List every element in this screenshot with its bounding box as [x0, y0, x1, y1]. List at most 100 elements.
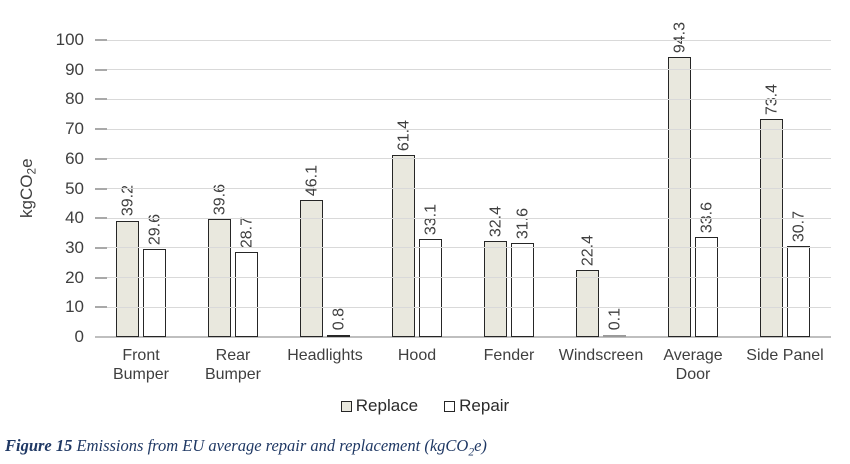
legend-item-repair: Repair — [444, 396, 509, 416]
value-label: 46.1 — [303, 164, 320, 197]
bar-replace: 73.4 — [760, 84, 783, 337]
bar-replace: 39.6 — [208, 184, 231, 337]
value-label: 33.1 — [422, 203, 439, 235]
bar-replace: 46.1 — [300, 165, 323, 337]
category-label: Rear Bumper — [187, 346, 279, 384]
category-label-line: Headlights — [287, 347, 363, 364]
y-tick-label: 0 — [74, 327, 84, 346]
bar-replace: 32.4 — [484, 206, 507, 337]
y-tick-label: 40 — [65, 208, 84, 228]
y-tick-mark — [95, 306, 107, 309]
figure-caption-sub: 2 — [468, 446, 475, 459]
gridline — [95, 277, 831, 279]
y-tick-label: 30 — [65, 237, 84, 257]
bar-group: 61.4 33.1 — [371, 40, 463, 337]
legend-swatch-repair — [444, 400, 456, 412]
value-label: 39.2 — [119, 185, 136, 217]
bar-group: 22.4 0.1 — [555, 40, 647, 337]
bar-repair: 29.6 — [143, 214, 166, 337]
y-tick-mark — [95, 98, 107, 101]
figure-caption-tail: e) — [474, 436, 487, 455]
figure-caption-body: Emissions from EU average repair and rep… — [72, 436, 469, 455]
bar-repair: 30.7 — [787, 211, 810, 337]
value-label: 61.4 — [395, 119, 412, 151]
figure-caption-label: Figure 15 — [5, 436, 73, 455]
y-tick-label: 60 — [65, 148, 84, 168]
category-label-line: Bumper — [204, 366, 262, 383]
bar-group: 46.1 0.8 — [279, 40, 371, 337]
bar-group: 32.4 31.6 — [463, 40, 555, 337]
gridline — [95, 69, 831, 71]
gridline — [95, 217, 831, 219]
bar-repair: 33.6 — [695, 202, 718, 337]
value-label: 94.3 — [671, 21, 688, 53]
y-tick-label: 20 — [65, 267, 84, 287]
y-tick-mark — [95, 157, 107, 160]
category-label-line: Fender — [483, 347, 535, 364]
y-tick-label: 50 — [65, 178, 84, 198]
x-axis-labels: Front Bumper Rear Bumper Headlights Hood Fende… — [95, 346, 831, 384]
value-label: 28.7 — [238, 216, 255, 248]
legend-label-replace: Replace — [355, 396, 419, 415]
category-label: Fender — [463, 346, 555, 384]
y-tick-label: 90 — [65, 59, 84, 79]
bar-replace: 39.2 — [116, 185, 139, 337]
category-label: Average Door — [647, 346, 739, 384]
legend: Replace Repair — [0, 396, 850, 416]
y-tick-mark — [95, 68, 107, 71]
value-label: 0.1 — [606, 307, 623, 330]
gridline — [95, 158, 831, 160]
category-label: Headlights — [279, 346, 371, 384]
value-label: 0.8 — [330, 308, 347, 331]
legend-swatch-replace — [340, 400, 352, 412]
category-label: Side Panel — [739, 346, 831, 384]
bar-repair: 28.7 — [235, 217, 258, 337]
category-label: Front Bumper — [95, 346, 187, 384]
gridline — [95, 39, 831, 41]
value-label: 32.4 — [487, 205, 504, 237]
gridline — [95, 98, 831, 100]
gridline — [95, 128, 831, 130]
y-tick-mark — [95, 39, 107, 41]
gridline — [95, 188, 831, 189]
category-label-line: Average — [663, 347, 723, 364]
bar-group: 94.3 33.6 — [647, 22, 739, 337]
category-label-line: Door — [675, 366, 711, 383]
category-label-line: Bumper — [112, 366, 170, 383]
plot-area: 39.2 29.6 39.6 28.7 46.1 0.8 61.4 33.1 32.4 31.6 2… — [95, 22, 831, 338]
bar-repair: 31.6 — [511, 208, 534, 337]
y-tick-mark — [95, 276, 107, 279]
y-tick-label: 70 — [65, 119, 84, 139]
category-label-line: Hood — [397, 347, 437, 364]
value-label: 22.4 — [579, 235, 596, 267]
y-tick-label: 100 — [55, 30, 84, 49]
category-label-line: Rear — [215, 347, 251, 364]
y-axis-title-sub: 2 — [24, 168, 39, 175]
category-label: Windscreen — [555, 346, 647, 384]
legend-label-repair: Repair — [459, 396, 510, 415]
gridline — [95, 306, 831, 308]
bar-repair: 33.1 — [419, 204, 442, 337]
bar-replace: 22.4 — [576, 235, 599, 337]
y-tick-mark — [95, 187, 107, 190]
bar-group: 73.4 30.7 — [739, 40, 831, 337]
y-tick-mark — [95, 246, 107, 249]
bar-replace: 94.3 — [668, 22, 691, 337]
category-label-line: Side Panel — [746, 347, 824, 364]
legend-item-replace: Replace — [340, 396, 419, 416]
y-tick-mark — [95, 217, 107, 220]
gridline — [95, 247, 831, 249]
value-label: 30.7 — [790, 210, 807, 242]
x-axis-line — [95, 336, 831, 338]
y-tick-label: 80 — [65, 89, 84, 109]
bar-repair: 0.1 — [603, 308, 626, 337]
figure-caption: Figure 15 Emissions from EU average repa… — [5, 436, 845, 462]
category-label: Hood — [371, 346, 463, 384]
category-label-line: Front — [122, 347, 160, 364]
bar-repair: 0.8 — [327, 308, 350, 337]
category-label-line: Windscreen — [558, 347, 644, 364]
bar-group: 39.2 29.6 — [95, 40, 187, 337]
y-tick-mark — [95, 128, 107, 131]
value-label: 31.6 — [514, 208, 531, 240]
